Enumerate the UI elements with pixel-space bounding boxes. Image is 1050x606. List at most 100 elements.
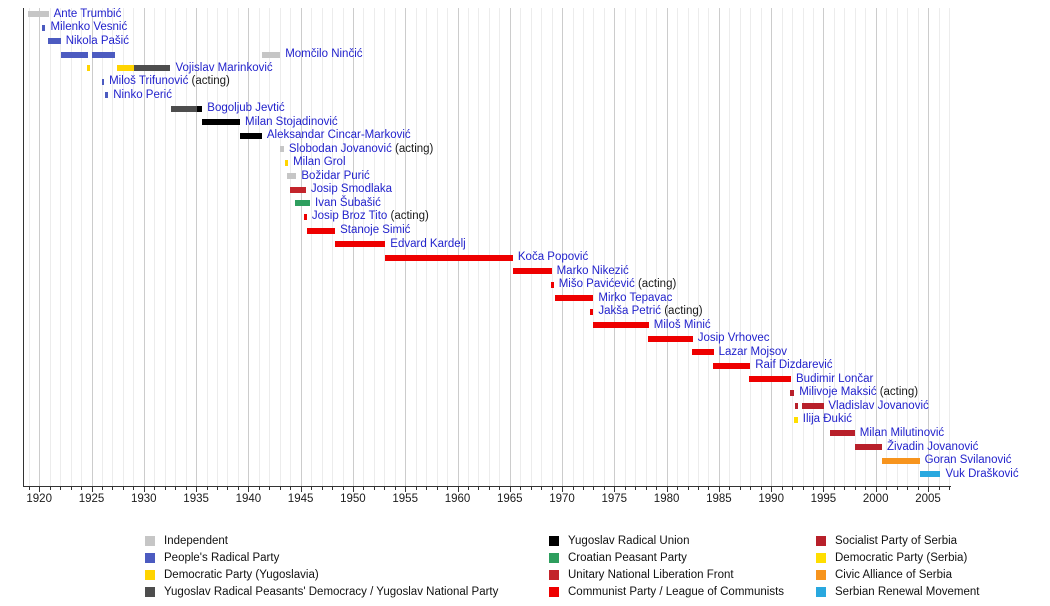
- term-bar: [790, 389, 795, 396]
- minister-label: Goran Svilanović: [925, 454, 1012, 467]
- minister-name-link[interactable]: Josip Vrhovec: [697, 332, 770, 345]
- minister-name-link[interactable]: Koča Popović: [517, 251, 589, 263]
- axis-tick: [164, 486, 166, 490]
- term-bar: [117, 65, 135, 72]
- minister-label: Marko Nikezić: [557, 265, 629, 278]
- minister-name-link[interactable]: Ninko Perić: [113, 88, 172, 101]
- axis-tick: [802, 486, 804, 490]
- gridline: [122, 8, 124, 486]
- legend-label: Communist Party / League of Communists: [568, 586, 785, 598]
- axis-tick: [813, 486, 814, 490]
- minister-name-link[interactable]: Milan Stojadinović: [245, 115, 338, 128]
- minister-label: Ante Trumbić: [54, 8, 122, 21]
- minister-name-link[interactable]: Momčilo Ninčić: [285, 48, 363, 61]
- legend-item: Yugoslav Radical Union: [549, 534, 689, 548]
- term-bar: [795, 403, 799, 410]
- minister-name-link[interactable]: Stanoje Simić: [340, 224, 411, 236]
- gridline: [781, 8, 783, 486]
- term-bar: [385, 254, 513, 261]
- minister-name-link[interactable]: Milenko Vesnić: [50, 21, 128, 33]
- minister-label: Miloš Trifunović (acting): [109, 75, 230, 88]
- minister-name-link[interactable]: Josip Smodlaka: [310, 183, 393, 196]
- gridline: [196, 8, 198, 486]
- axis-tick: [133, 486, 135, 490]
- minister-name-link[interactable]: Ante Trumbić: [53, 7, 122, 20]
- minister-name-link[interactable]: Bogoljub Jevtić: [207, 102, 285, 115]
- gridline: [614, 8, 616, 486]
- legend-label: Civic Alliance of Serbia: [835, 569, 952, 581]
- minister-name-link[interactable]: Ivan Šubašić: [315, 196, 381, 209]
- term-bar: [170, 105, 198, 112]
- minister-name-link[interactable]: Nikola Pašić: [65, 34, 129, 47]
- gridline: [708, 8, 710, 486]
- minister-label: Milan Grol: [293, 156, 345, 169]
- minister-name-link[interactable]: Jakša Petrić: [598, 305, 662, 318]
- minister-name-link[interactable]: Živadin Jovanović: [887, 440, 979, 453]
- minister-name-link[interactable]: Vladislav Jovanović: [828, 399, 929, 412]
- minister-name-link[interactable]: Slobodan Jovanović: [288, 142, 392, 155]
- gridline: [175, 8, 177, 486]
- axis-tick: [896, 486, 898, 490]
- term-bar: [554, 295, 594, 302]
- gridline: [185, 8, 187, 486]
- axis-tick: [373, 486, 375, 490]
- minister-label: Jakša Petrić (acting): [598, 305, 702, 318]
- axis-tick: [603, 486, 605, 490]
- axis-tick: [279, 486, 281, 490]
- axis-tick: [875, 486, 877, 492]
- axis-tick: [635, 486, 637, 490]
- minister-name-link[interactable]: Budimir Lončar: [796, 372, 874, 385]
- axis-tick: [394, 486, 396, 490]
- y-spine: [22, 8, 24, 486]
- minister-name-link[interactable]: Marko Nikezić: [556, 264, 629, 277]
- gridline: [133, 8, 135, 486]
- gridline: [321, 8, 323, 486]
- axis-tick: [614, 486, 616, 492]
- minister-label: Ninko Perić: [113, 89, 172, 102]
- minister-name-link[interactable]: Lazar Mojsov: [718, 345, 787, 358]
- minister-name-link[interactable]: Mirko Tepavac: [598, 291, 673, 304]
- minister-name-link[interactable]: Vuk Drašković: [945, 467, 1019, 480]
- gridline: [687, 8, 689, 486]
- minister-name-link[interactable]: Ilija Đukić: [802, 413, 853, 426]
- minister-name-link[interactable]: Mišo Pavićević: [558, 278, 635, 291]
- minister-name-link[interactable]: Miloš Trifunović: [109, 75, 189, 88]
- term-bar: [919, 471, 941, 477]
- legend-swatch: [145, 553, 155, 563]
- term-bar: [801, 403, 824, 410]
- minister-name-link[interactable]: Božidar Purić: [301, 169, 370, 182]
- minister-name-link[interactable]: Vojislav Marinković: [175, 61, 273, 74]
- gridline: [844, 8, 846, 486]
- term-bar: [295, 200, 310, 207]
- axis-tick: [488, 486, 490, 490]
- minister-name-link[interactable]: Milan Grol: [293, 156, 346, 169]
- minister-name-link[interactable]: Milivoje Maksić: [799, 386, 877, 399]
- gridline: [217, 8, 218, 486]
- gridline: [562, 8, 563, 486]
- gridline: [509, 8, 511, 486]
- legend-label: Yugoslav Radical Peasants' Democracy / Y…: [164, 586, 499, 598]
- minister-name-link[interactable]: Raif Dizdarević: [755, 359, 833, 372]
- legend-swatch: [145, 587, 155, 597]
- minister-name-link[interactable]: Milan Milutinović: [859, 426, 945, 439]
- gridline: [907, 8, 909, 486]
- minister-label: Mirko Tepavac: [598, 292, 672, 305]
- minister-label: Miloš Minić: [654, 319, 711, 332]
- minister-label: Ilija Đukić: [803, 413, 852, 426]
- axis-tick: [237, 486, 239, 490]
- minister-name-link[interactable]: Aleksandar Cincar-Marković: [266, 129, 411, 142]
- legend-item: Democratic Party (Serbia): [816, 551, 967, 565]
- gridline: [886, 8, 888, 486]
- axis-tick: [227, 486, 229, 490]
- gridline: [938, 8, 940, 486]
- minister-name-link[interactable]: Edvard Kardelj: [390, 237, 466, 250]
- gridline: [279, 8, 281, 486]
- minister-name-link[interactable]: Goran Svilanović: [924, 454, 1012, 466]
- axis-tick: [436, 486, 438, 490]
- gridline: [269, 8, 271, 486]
- legend-label: Democratic Party (Serbia): [835, 552, 968, 564]
- axis-tick: [666, 486, 668, 492]
- gridline: [143, 8, 145, 486]
- minister-name-link[interactable]: Josip Broz Tito: [311, 210, 388, 223]
- minister-name-link[interactable]: Miloš Minić: [653, 318, 711, 331]
